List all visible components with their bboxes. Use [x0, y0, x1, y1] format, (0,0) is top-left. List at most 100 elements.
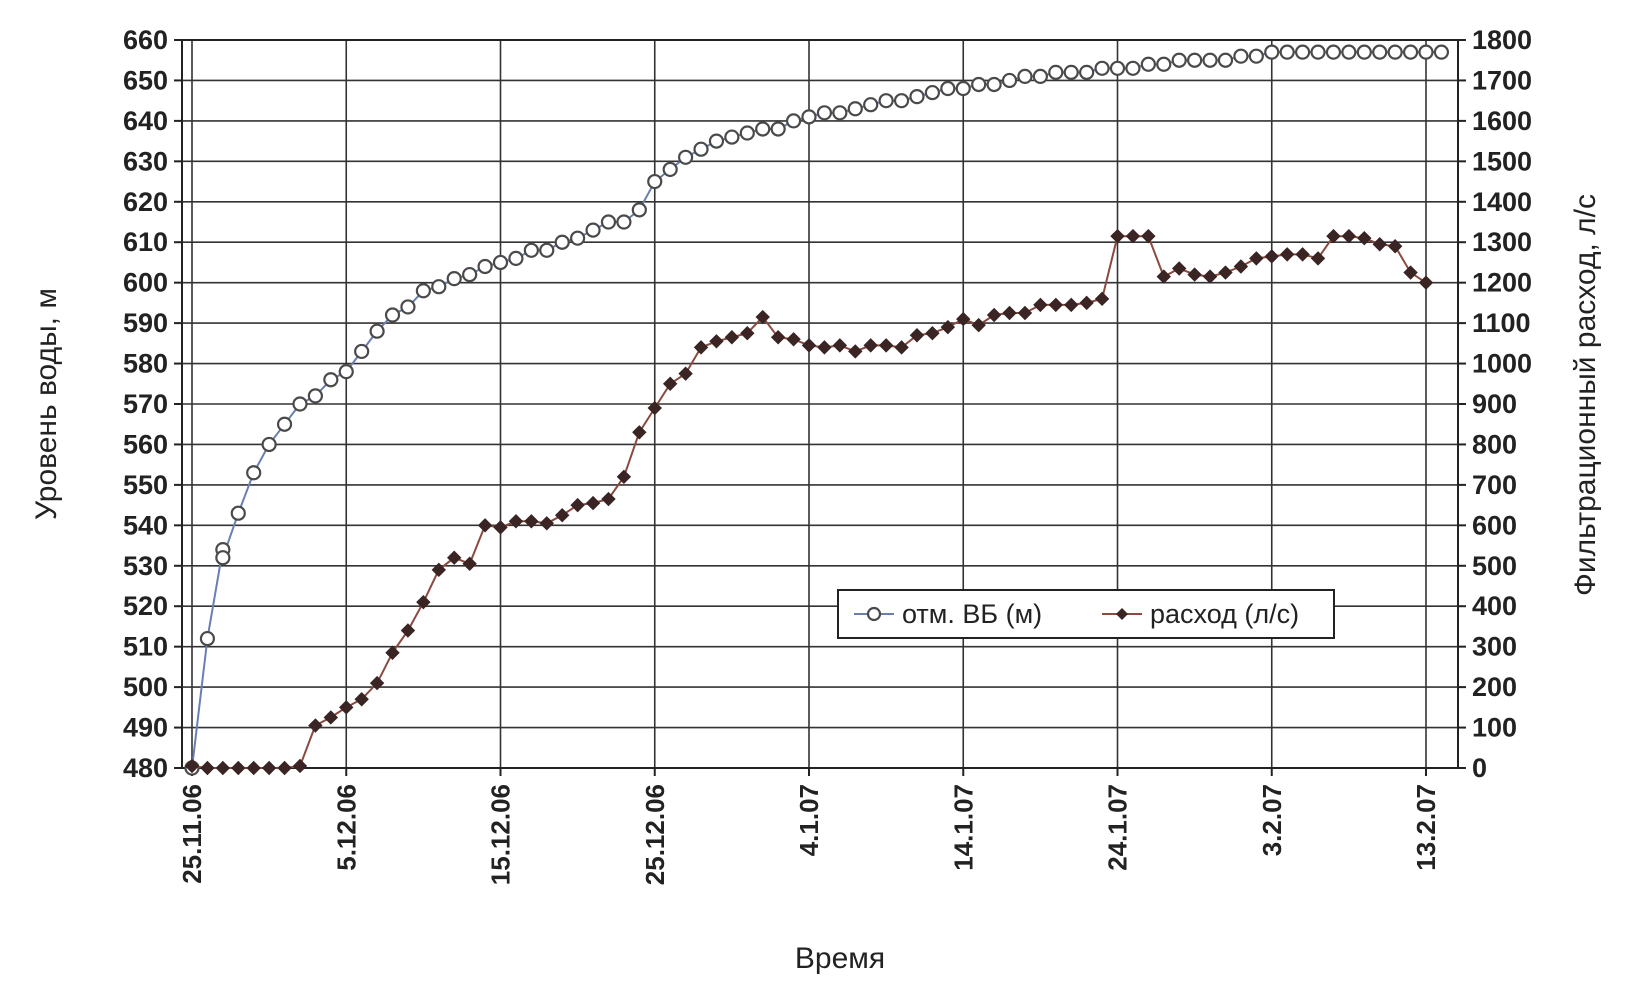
- y-axis-right: 0 100 200 300 400 500 600 700 800 900 1000 1100 1200…: [1458, 25, 1532, 783]
- legend-marker-water-level: [866, 606, 882, 622]
- discharge-point: [1094, 291, 1110, 307]
- water-level-point: [600, 214, 617, 230]
- discharge-point: [385, 645, 400, 660]
- discharge-point: [1295, 247, 1310, 262]
- series-line-water-level: [191, 51, 1442, 769]
- discharge-point: [1156, 269, 1171, 284]
- water-level-point: [1217, 52, 1234, 68]
- y-right-tick-label: 600: [1472, 510, 1517, 540]
- water-level-point: [1264, 44, 1280, 60]
- y-right-tick-label: 1700: [1472, 65, 1532, 95]
- y-left-tick-label: 500: [123, 672, 168, 702]
- x-tick-label: 13.2.07: [1411, 784, 1441, 871]
- water-level-point: [1233, 48, 1249, 64]
- water-level-point: [1156, 56, 1172, 72]
- water-level-point: [292, 396, 308, 412]
- water-level-point: [986, 76, 1002, 93]
- water-level-point: [1171, 52, 1187, 68]
- discharge-point: [801, 338, 817, 353]
- discharge-point: [1326, 228, 1341, 244]
- water-level-point: [369, 323, 385, 339]
- discharge-point: [693, 340, 709, 355]
- x-tick-label: 25.12.06: [640, 784, 670, 885]
- water-level-point: [1094, 60, 1110, 76]
- water-level-point: [801, 109, 817, 125]
- water-level-point: [1433, 44, 1450, 60]
- water-level-point: [1001, 72, 1018, 89]
- water-level-point: [1048, 64, 1064, 80]
- water-level-point: [1310, 44, 1326, 60]
- legend-box: [837, 589, 1335, 639]
- water-level-point: [1187, 52, 1203, 68]
- water-level-point: [338, 364, 354, 380]
- water-level-point: [1418, 44, 1434, 60]
- discharge-point: [1249, 251, 1264, 266]
- water-level-point: [1202, 52, 1218, 68]
- water-level-point: [1079, 64, 1095, 80]
- discharge-point: [369, 675, 385, 691]
- discharge-point: [1264, 249, 1279, 264]
- water-level-point: [971, 76, 987, 93]
- discharge-point: [1171, 261, 1187, 276]
- discharge-point: [1357, 230, 1372, 246]
- discharge-point: [1279, 247, 1295, 262]
- y-left-tick-label: 650: [123, 65, 168, 95]
- discharge-point: [1079, 295, 1094, 311]
- discharge-point: [416, 594, 431, 610]
- discharge-point: [184, 758, 200, 774]
- discharge-point: [770, 330, 786, 345]
- discharge-point: [1125, 228, 1141, 244]
- water-level-point: [1279, 44, 1295, 60]
- discharge-point: [1218, 265, 1233, 280]
- discharge-point: [909, 328, 925, 343]
- y-axis-right-title: Фильтрационный расход, л/с: [1569, 194, 1602, 596]
- discharge-point: [1017, 305, 1033, 321]
- discharge-point: [261, 760, 277, 776]
- discharge-point: [925, 326, 940, 341]
- discharge-point: [740, 326, 755, 341]
- discharge-point: [601, 491, 616, 507]
- water-level-point: [816, 105, 833, 121]
- x-tick-label: 25.11.06: [177, 784, 207, 884]
- water-level-point: [246, 465, 262, 481]
- y-right-tick-label: 1300: [1472, 227, 1532, 257]
- water-level-point: [1017, 68, 1033, 85]
- water-level-point: [724, 129, 740, 145]
- discharge-point: [1033, 297, 1048, 313]
- water-level-point: [1325, 44, 1342, 60]
- series-layer: [184, 44, 1450, 776]
- discharge-point: [477, 518, 493, 533]
- x-axis-title: Время: [795, 942, 885, 975]
- water-level-point: [832, 105, 848, 121]
- water-level-point: [940, 80, 956, 97]
- water-level-point: [1109, 60, 1126, 76]
- water-level-point: [1125, 60, 1141, 76]
- water-level-point: [415, 283, 431, 299]
- y-left-tick-label: 660: [123, 25, 168, 55]
- discharge-point: [1341, 228, 1357, 244]
- y-right-tick-label: 1600: [1472, 106, 1532, 136]
- water-level-point: [276, 416, 293, 432]
- discharge-point: [724, 330, 740, 345]
- discharge-point: [1418, 275, 1434, 290]
- y-right-tick-label: 1000: [1472, 349, 1532, 379]
- water-level-point: [323, 372, 339, 388]
- discharge-point: [1310, 251, 1326, 266]
- discharge-point: [447, 550, 462, 565]
- water-level-point: [554, 234, 570, 250]
- water-level-point: [893, 93, 910, 109]
- discharge-point: [986, 307, 1002, 323]
- discharge-point: [277, 760, 292, 776]
- y-left-tick-label: 510: [123, 632, 168, 662]
- discharge-point: [1141, 228, 1156, 244]
- y-left-tick-label: 550: [123, 470, 168, 500]
- legend-entry-water-level: отм. ВБ (м): [854, 599, 1042, 629]
- water-level-point: [477, 258, 493, 275]
- y-right-tick-label: 1200: [1472, 268, 1532, 298]
- y-right-tick-label: 300: [1472, 632, 1517, 662]
- y-left-tick-label: 530: [123, 551, 168, 581]
- water-level-point: [755, 121, 771, 137]
- y-left-tick-label: 580: [123, 349, 168, 379]
- discharge-point: [200, 760, 215, 776]
